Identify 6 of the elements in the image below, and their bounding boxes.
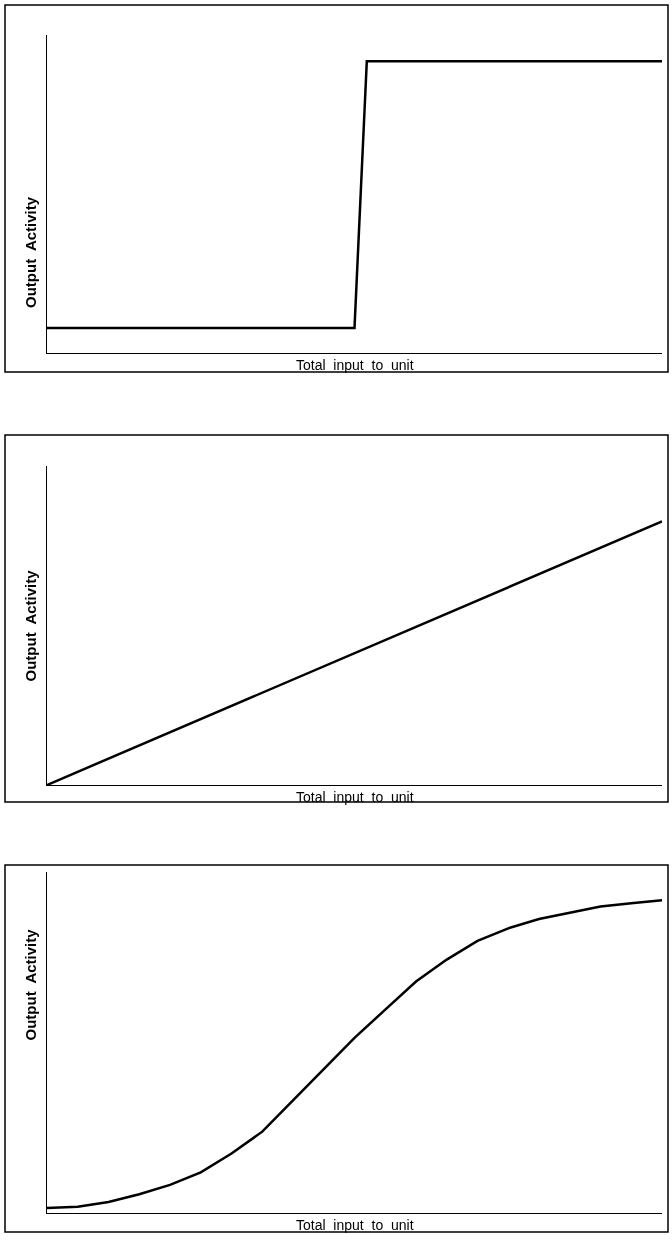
x-axis-title: Total input to unit [296,789,414,805]
y-axis-title: Output Activity [21,928,39,1041]
y-axis-title: Output Activity [22,196,39,308]
x-axis-title: Total input to unit [296,1217,414,1233]
x-axis-title: Total input to unit [296,357,414,373]
y-axis-title: Output Activity [21,569,39,682]
